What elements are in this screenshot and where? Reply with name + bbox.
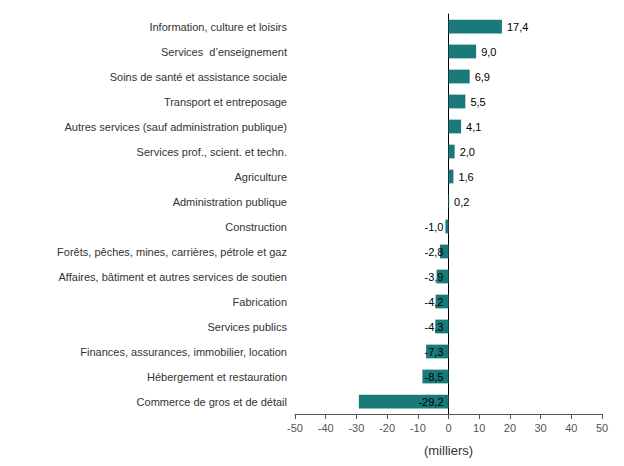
svg-text:20: 20 bbox=[504, 422, 516, 434]
svg-text:Administration publique: Administration publique bbox=[173, 196, 287, 208]
svg-text:6,9: 6,9 bbox=[475, 71, 490, 83]
svg-text:10: 10 bbox=[473, 422, 485, 434]
svg-text:30: 30 bbox=[534, 422, 546, 434]
svg-text:Services publics: Services publics bbox=[208, 321, 288, 333]
svg-text:40: 40 bbox=[565, 422, 577, 434]
svg-text:Autres services (sauf administ: Autres services (sauf administration pub… bbox=[64, 121, 287, 133]
svg-text:Soins de santé et assistance s: Soins de santé et assistance sociale bbox=[110, 71, 287, 83]
svg-text:Construction: Construction bbox=[225, 221, 287, 233]
svg-text:Forêts, pêches, mines, carrièr: Forêts, pêches, mines, carrières, pétrol… bbox=[57, 246, 287, 258]
svg-text:-4,2: -4,2 bbox=[425, 296, 444, 308]
svg-text:1,6: 1,6 bbox=[458, 171, 473, 183]
svg-text:4,1: 4,1 bbox=[466, 121, 481, 133]
svg-text:Services prof., scient. et tec: Services prof., scient. et techn. bbox=[137, 146, 287, 158]
svg-text:-7,3: -7,3 bbox=[425, 346, 444, 358]
svg-text:-1,0: -1,0 bbox=[425, 221, 444, 233]
svg-text:Affaires, bâtiment et autres s: Affaires, bâtiment et autres services de… bbox=[59, 271, 287, 283]
svg-text:-20: -20 bbox=[379, 422, 395, 434]
svg-text:Hébergement et restauration: Hébergement et restauration bbox=[147, 371, 287, 383]
svg-text:Finances, assurances, immobili: Finances, assurances, immobilier, locati… bbox=[80, 346, 287, 358]
svg-text:-4,3: -4,3 bbox=[425, 321, 444, 333]
svg-text:-50: -50 bbox=[287, 422, 303, 434]
svg-text:Information, culture et loisir: Information, culture et loisirs bbox=[149, 21, 287, 33]
svg-text:Fabrication: Fabrication bbox=[233, 296, 287, 308]
svg-text:0: 0 bbox=[445, 422, 451, 434]
svg-text:Transport et entreposage: Transport et entreposage bbox=[164, 96, 287, 108]
svg-text:Commerce de gros et de détail: Commerce de gros et de détail bbox=[137, 396, 287, 408]
svg-text:2,0: 2,0 bbox=[460, 146, 475, 158]
svg-text:-30: -30 bbox=[348, 422, 364, 434]
svg-text:-10: -10 bbox=[410, 422, 426, 434]
svg-text:-3,9: -3,9 bbox=[425, 271, 444, 283]
svg-text:-2,8: -2,8 bbox=[425, 246, 444, 258]
svg-text:5,5: 5,5 bbox=[470, 96, 485, 108]
svg-text:9,0: 9,0 bbox=[481, 46, 496, 58]
svg-text:-29,2: -29,2 bbox=[418, 396, 443, 408]
svg-text:-8,5: -8,5 bbox=[425, 371, 444, 383]
svg-text:Services d’enseignement: Services d’enseignement bbox=[161, 46, 287, 58]
svg-text:Agriculture: Agriculture bbox=[234, 171, 287, 183]
svg-text:50: 50 bbox=[596, 422, 608, 434]
svg-text:(milliers): (milliers) bbox=[424, 443, 473, 458]
svg-text:17,4: 17,4 bbox=[507, 21, 528, 33]
svg-text:0,2: 0,2 bbox=[454, 196, 469, 208]
svg-text:-40: -40 bbox=[318, 422, 334, 434]
